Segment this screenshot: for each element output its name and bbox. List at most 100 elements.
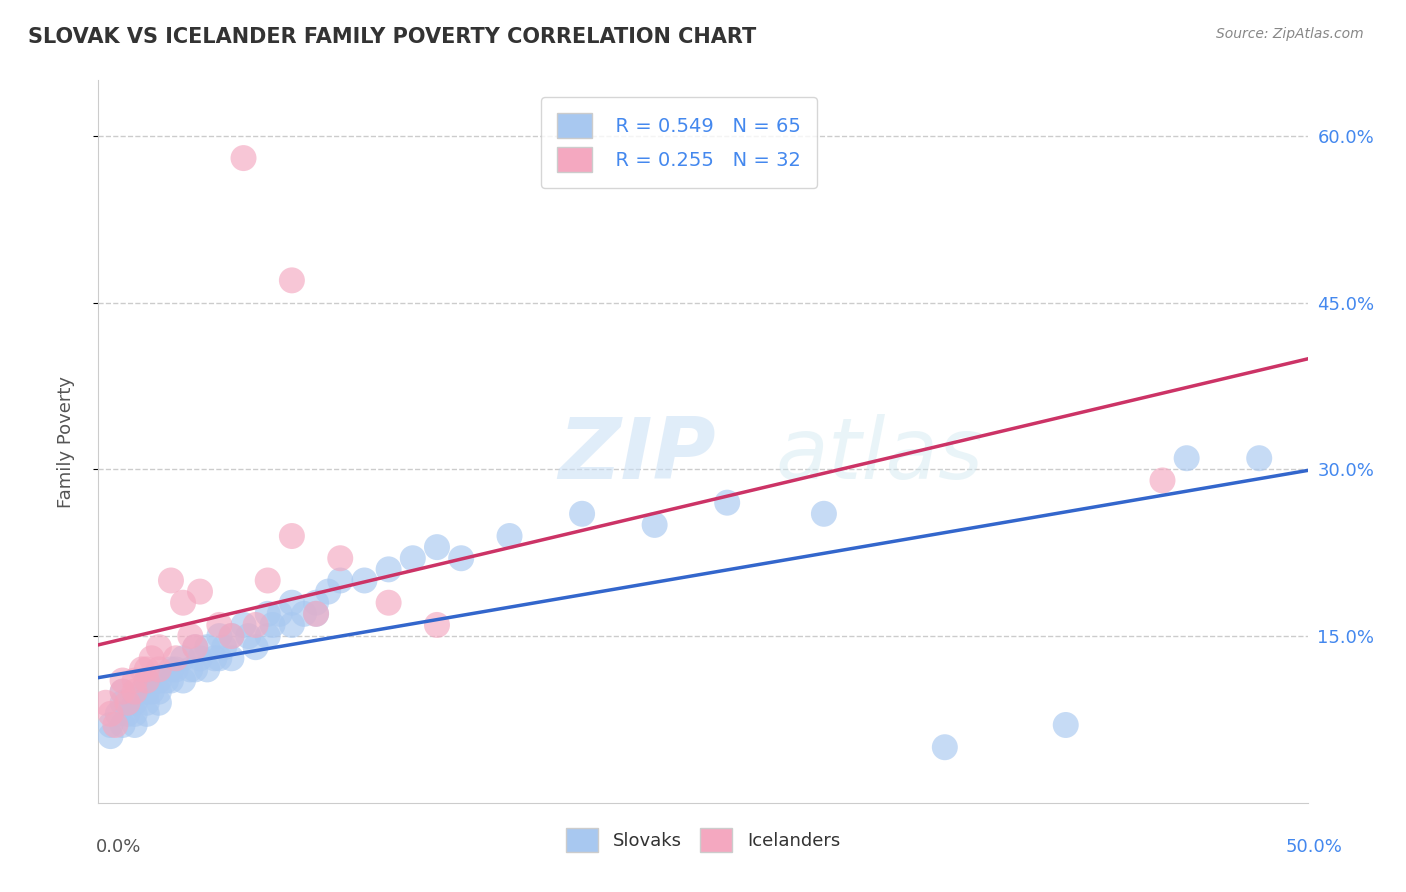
Text: Source: ZipAtlas.com: Source: ZipAtlas.com bbox=[1216, 27, 1364, 41]
Point bbox=[184, 640, 207, 655]
Point bbox=[232, 151, 254, 165]
Point bbox=[148, 640, 170, 655]
Point bbox=[256, 629, 278, 643]
Point bbox=[111, 718, 134, 732]
Point bbox=[329, 574, 352, 588]
Point bbox=[212, 640, 235, 655]
Point bbox=[188, 651, 211, 665]
Point bbox=[155, 673, 177, 688]
Point bbox=[292, 607, 315, 621]
Point bbox=[281, 273, 304, 287]
Point bbox=[195, 640, 218, 655]
Point bbox=[716, 496, 738, 510]
Text: SLOVAK VS ICELANDER FAMILY POVERTY CORRELATION CHART: SLOVAK VS ICELANDER FAMILY POVERTY CORRE… bbox=[28, 27, 756, 46]
Point bbox=[221, 629, 243, 643]
Point bbox=[179, 629, 201, 643]
Point bbox=[111, 696, 134, 710]
Point bbox=[100, 718, 122, 732]
Point bbox=[172, 673, 194, 688]
Point bbox=[208, 651, 231, 665]
Legend: Slovaks, Icelanders: Slovaks, Icelanders bbox=[558, 822, 848, 859]
Point bbox=[179, 662, 201, 676]
Point bbox=[124, 718, 146, 732]
Y-axis label: Family Poverty: Family Poverty bbox=[56, 376, 75, 508]
Point bbox=[111, 684, 134, 698]
Point bbox=[813, 507, 835, 521]
Point bbox=[305, 607, 328, 621]
Point bbox=[238, 629, 260, 643]
Point bbox=[305, 607, 328, 621]
Point bbox=[208, 629, 231, 643]
Point bbox=[571, 507, 593, 521]
Point bbox=[135, 684, 157, 698]
Point bbox=[256, 574, 278, 588]
Text: ZIP: ZIP bbox=[558, 415, 716, 498]
Point bbox=[1054, 718, 1077, 732]
Text: atlas: atlas bbox=[776, 415, 984, 498]
Point bbox=[135, 696, 157, 710]
Point bbox=[141, 651, 163, 665]
Point bbox=[148, 696, 170, 710]
Point bbox=[135, 706, 157, 721]
Point bbox=[141, 684, 163, 698]
Point bbox=[1175, 451, 1198, 466]
Point bbox=[498, 529, 520, 543]
Point bbox=[353, 574, 375, 588]
Point bbox=[100, 729, 122, 743]
Point bbox=[281, 618, 304, 632]
Point bbox=[269, 607, 291, 621]
Point bbox=[135, 673, 157, 688]
Point bbox=[148, 673, 170, 688]
Point bbox=[165, 651, 187, 665]
Point bbox=[117, 696, 139, 710]
Point bbox=[426, 540, 449, 554]
Point bbox=[124, 706, 146, 721]
Point bbox=[184, 662, 207, 676]
Point bbox=[450, 551, 472, 566]
Point bbox=[165, 662, 187, 676]
Point bbox=[160, 574, 183, 588]
Point bbox=[644, 517, 666, 532]
Point bbox=[135, 673, 157, 688]
Point bbox=[135, 662, 157, 676]
Point bbox=[188, 584, 211, 599]
Point bbox=[124, 673, 146, 688]
Point bbox=[111, 684, 134, 698]
Point bbox=[245, 640, 267, 655]
Point bbox=[184, 640, 207, 655]
Point bbox=[377, 562, 399, 576]
Point bbox=[305, 596, 328, 610]
Point bbox=[221, 651, 243, 665]
Point bbox=[377, 596, 399, 610]
Point bbox=[160, 662, 183, 676]
Point bbox=[934, 740, 956, 755]
Point bbox=[124, 684, 146, 698]
Point bbox=[329, 551, 352, 566]
Point bbox=[172, 596, 194, 610]
Point bbox=[100, 706, 122, 721]
Point bbox=[148, 662, 170, 676]
Text: 0.0%: 0.0% bbox=[96, 838, 141, 856]
Point bbox=[1152, 474, 1174, 488]
Point bbox=[160, 673, 183, 688]
Point bbox=[111, 673, 134, 688]
Point bbox=[94, 696, 117, 710]
Point bbox=[262, 618, 284, 632]
Point bbox=[204, 651, 226, 665]
Point bbox=[172, 651, 194, 665]
Point bbox=[195, 662, 218, 676]
Point bbox=[256, 607, 278, 621]
Point bbox=[232, 618, 254, 632]
Point bbox=[107, 706, 129, 721]
Point bbox=[124, 696, 146, 710]
Point bbox=[221, 629, 243, 643]
Text: 50.0%: 50.0% bbox=[1286, 838, 1343, 856]
Point bbox=[1249, 451, 1271, 466]
Point bbox=[281, 596, 304, 610]
Point bbox=[281, 529, 304, 543]
Point bbox=[131, 662, 153, 676]
Point bbox=[148, 684, 170, 698]
Point bbox=[117, 706, 139, 721]
Point bbox=[402, 551, 425, 566]
Point bbox=[131, 684, 153, 698]
